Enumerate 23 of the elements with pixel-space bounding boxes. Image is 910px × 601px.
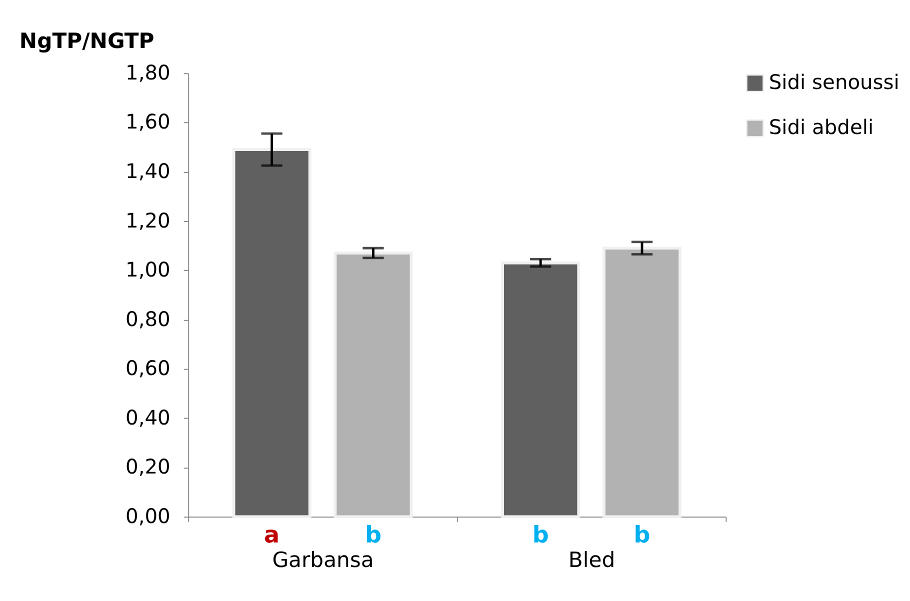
bar	[232, 148, 312, 518]
y-tick-label: 1,80	[126, 60, 170, 84]
x-tick-label: Garbansa	[272, 547, 374, 572]
bar	[334, 252, 413, 518]
y-tick-label: 0,20	[126, 454, 170, 479]
y-tick-label: 1,60	[126, 110, 170, 134]
y-axis-title: NgTP/NGTP	[19, 28, 154, 54]
text: a	[264, 522, 280, 549]
y-tick-label: 0,60	[126, 356, 170, 380]
x-tick-label: Bled	[568, 547, 616, 572]
y-tick-label: 1,20	[126, 208, 170, 232]
bar	[602, 246, 682, 518]
y-tick-label: 0,00	[126, 504, 170, 528]
text: b	[365, 522, 382, 549]
y-tick-label: 0,40	[126, 405, 170, 430]
legend-label: Sidi senoussi	[768, 70, 900, 94]
y-tick-label: 1,40	[126, 158, 170, 183]
text: b	[634, 522, 650, 549]
y-tick-label: 1,00	[126, 258, 170, 282]
text: b	[532, 522, 549, 549]
y-tick-label: 0,80	[126, 306, 170, 331]
bar	[501, 261, 580, 518]
legend-label: Sidi abdeli	[768, 115, 874, 140]
